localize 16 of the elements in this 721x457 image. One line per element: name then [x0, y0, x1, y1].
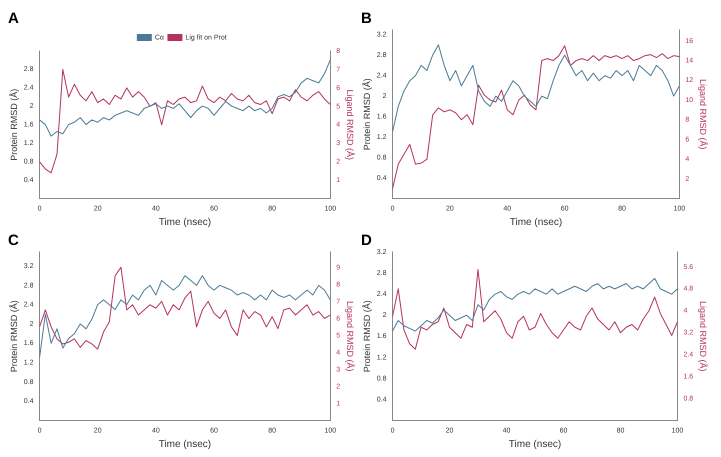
chart-title: C: [8, 232, 19, 250]
chart-title: B: [361, 10, 372, 28]
chart-title: D: [361, 232, 372, 250]
x-axis-title: Time (nsec): [510, 216, 562, 228]
x-axis-title: Time (nsec): [158, 438, 212, 450]
y2-axis-title: Ligand RMSD (Å): [345, 301, 356, 372]
x-axis-title: Time (nsec): [508, 438, 562, 450]
chart-title: A: [8, 10, 19, 28]
y-axis-title: Protein RMSD (Å): [362, 300, 372, 372]
y-axis-title: Protein RMSD (Å): [362, 78, 372, 150]
y2-axis-title: Ligand RMSD (Å): [345, 90, 356, 160]
y-axis-title: Protein RMSD (Å): [8, 300, 19, 372]
y2-axis-title: Ligand RMSD (Å): [698, 79, 708, 150]
x-axis-title: Time (nsec): [158, 216, 212, 228]
y2-axis-title: Ligand RMSD (Å): [698, 301, 708, 372]
y-axis-title: Protein RMSD (Å): [8, 88, 19, 161]
